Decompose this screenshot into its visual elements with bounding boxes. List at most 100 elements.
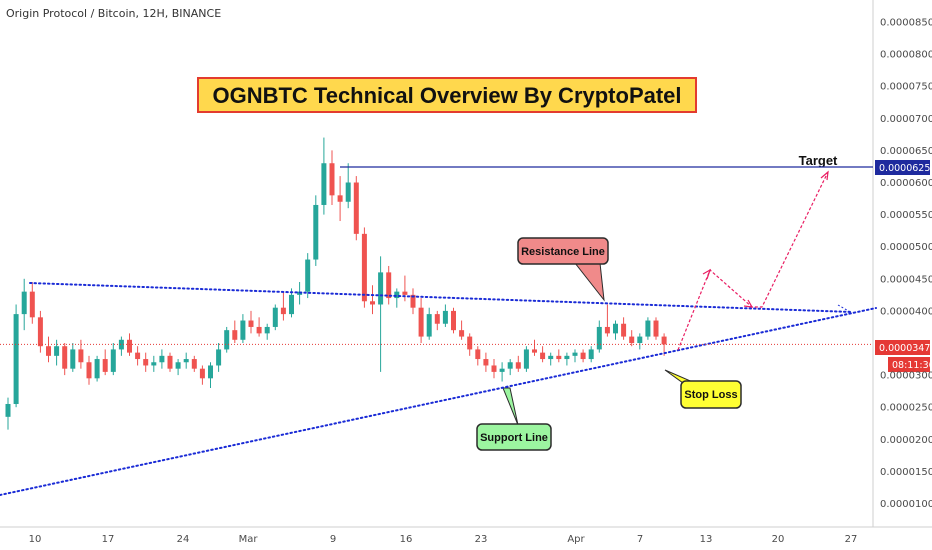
candle-body [370, 301, 375, 305]
candle-body [507, 362, 513, 369]
candle-body [183, 359, 189, 363]
candle-body [159, 355, 165, 363]
candle-body [426, 314, 432, 337]
support-pointer [502, 387, 519, 426]
candle-body [264, 326, 270, 334]
candle-body [345, 182, 351, 202]
candle-body [232, 330, 238, 340]
candle-body [313, 204, 319, 260]
candle-body [378, 272, 384, 305]
price-tick-label: 0.00001000 [880, 499, 932, 510]
time-tick-label: 23 [475, 534, 488, 545]
title-banner: OGNBTC Technical Overview By CryptoPatel [197, 77, 697, 113]
candle-body [216, 349, 222, 366]
candle-body [21, 291, 27, 315]
candle-body [208, 365, 213, 379]
candle-body [580, 352, 586, 360]
stop-loss-bubble [680, 380, 742, 409]
candle-body [175, 362, 181, 369]
countdown-value: 08:11:36 [892, 360, 932, 371]
support-annotation: Support Line [476, 387, 552, 451]
candle-body [37, 317, 43, 347]
candle-body [337, 195, 343, 202]
candle-body [256, 326, 262, 334]
candle-body [653, 320, 659, 337]
stop-loss-label: Stop Loss [684, 389, 737, 401]
time-tick-label: 20 [772, 534, 785, 545]
candle-body [661, 336, 667, 345]
candle-body [394, 291, 400, 299]
candle-body [572, 352, 578, 356]
candle-body [418, 307, 424, 337]
resistance-bubble [517, 237, 609, 265]
candle-body [604, 326, 610, 334]
candle-body [588, 349, 594, 360]
candle-body [127, 339, 132, 353]
title-banner-box [197, 77, 697, 113]
symbol-title: Origin Protocol / Bitcoin, 12H, BINANCE [6, 7, 221, 20]
candle-body [46, 346, 51, 356]
candle-body [167, 355, 173, 369]
candle-body [110, 349, 116, 372]
apex-mark [837, 304, 853, 314]
candle-body [621, 323, 627, 337]
title-banner-text: OGNBTC Technical Overview By CryptoPatel [212, 83, 681, 108]
candle-body [556, 355, 562, 360]
candle-body [613, 323, 618, 334]
candle-body [442, 310, 448, 324]
candle-body [402, 291, 408, 295]
candle-body [305, 259, 311, 292]
candle-body [329, 163, 335, 196]
candle-body [224, 330, 230, 350]
resistance-label: Resistance Line [521, 246, 605, 258]
resistance-annotation: Resistance Line [517, 237, 609, 302]
time-tick-label: 10 [29, 534, 42, 545]
current-price-tag: 0.00003478 08:11:36 [875, 340, 932, 372]
candle-body [645, 320, 651, 337]
candle-body [532, 349, 537, 353]
resistance-pointer [573, 262, 605, 302]
candle-body [280, 307, 286, 315]
target-price-value: 0.00006252 [879, 163, 932, 174]
candle-series [5, 137, 667, 430]
projection-arrowhead [702, 268, 712, 280]
candle-body [102, 359, 108, 372]
target-price-tag-box [875, 160, 930, 175]
candle-body [499, 368, 505, 372]
time-tick-label: 7 [637, 534, 643, 545]
candle-body [191, 359, 197, 369]
candle-body [515, 362, 521, 369]
candle-body [361, 233, 367, 302]
candle-body [564, 355, 570, 360]
candle-body [135, 352, 141, 360]
target-label: Target [799, 153, 838, 168]
candle-body [143, 359, 149, 366]
candle-body [467, 336, 473, 350]
time-tick-label: 17 [102, 534, 115, 545]
candle-body [596, 326, 602, 350]
time-tick-label: 24 [177, 534, 190, 545]
projection-arrowhead [820, 170, 829, 181]
candle-body [29, 291, 35, 318]
candle-body [451, 310, 456, 331]
candle-body [548, 355, 554, 360]
candle-body [491, 365, 497, 372]
candle-body [523, 349, 529, 369]
candle-body [272, 307, 278, 327]
